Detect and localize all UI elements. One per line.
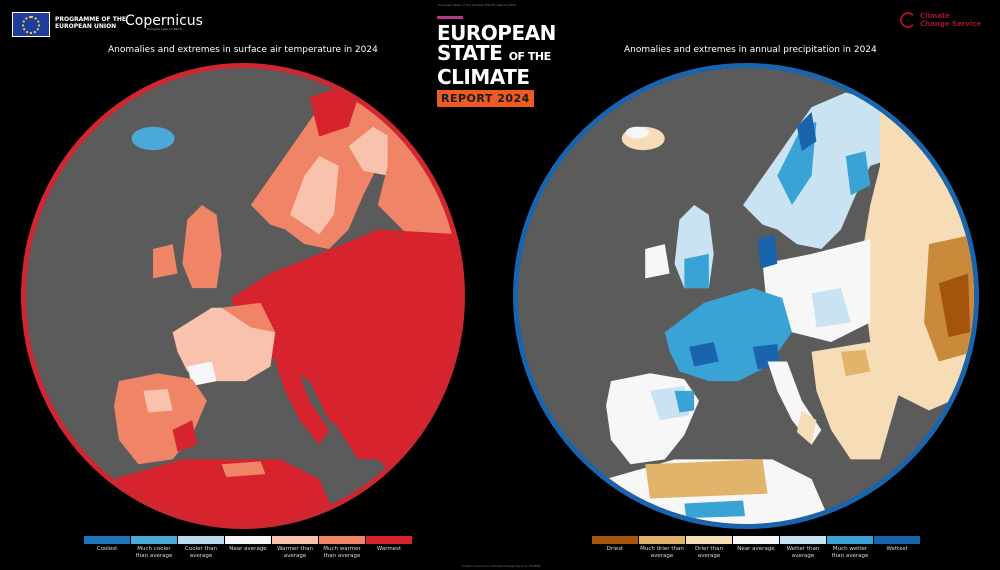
legend-item-wettest: Wettest bbox=[874, 536, 920, 560]
legend-item-near-average: Near average bbox=[225, 536, 271, 560]
precipitation-legend: Driest Much drier than average Drier tha… bbox=[592, 536, 921, 560]
legend-swatch bbox=[131, 536, 177, 544]
legend-label: Much cooler than average bbox=[135, 546, 173, 559]
legend-item-driest: Driest bbox=[592, 536, 638, 560]
legend-item-near-average: Near average bbox=[733, 536, 779, 560]
legend-label: Driest bbox=[606, 546, 624, 552]
title-line3: CLIMATE bbox=[437, 65, 530, 89]
legend-item-warmer: Warmer than average bbox=[272, 536, 318, 560]
eu-programme-label: PROGRAMME OF THE EUROPEAN UNION bbox=[55, 16, 126, 30]
copernicus-tagline: Europe's eyes on Earth bbox=[147, 27, 182, 31]
legend-swatch bbox=[366, 536, 412, 544]
legend-item-much-warmer: Much warmer than average bbox=[319, 536, 365, 560]
legend-swatch bbox=[319, 536, 365, 544]
temperature-legend: Coolest Much cooler than average Cooler … bbox=[84, 536, 413, 560]
legend-label: Warmer than average bbox=[277, 546, 313, 559]
legend-item-much-cooler: Much cooler than average bbox=[131, 536, 177, 560]
legend-label: Wettest bbox=[886, 546, 908, 552]
eu-flag-logo bbox=[12, 12, 50, 37]
legend-item-much-wetter: Much wetter than average bbox=[827, 536, 873, 560]
legend-label: Coolest bbox=[96, 546, 118, 552]
c3s-ring-icon bbox=[900, 12, 916, 28]
precipitation-map-title: Anomalies and extremes in annual precipi… bbox=[624, 45, 877, 55]
legend-swatch bbox=[780, 536, 826, 544]
legend-swatch bbox=[225, 536, 271, 544]
c3s-line1: Climate bbox=[920, 12, 951, 20]
title-accent-bar bbox=[437, 16, 463, 19]
legend-item-wetter: Wetter than average bbox=[780, 536, 826, 560]
legend-label: Drier than average bbox=[695, 546, 723, 559]
legend-label: Warmest bbox=[376, 546, 402, 552]
legend-label: Much warmer than average bbox=[323, 546, 361, 559]
eu-stars-icon bbox=[22, 16, 40, 34]
legend-swatch bbox=[178, 536, 224, 544]
temperature-map bbox=[21, 63, 465, 529]
legend-swatch bbox=[272, 536, 318, 544]
legend-label: Wetter than average bbox=[786, 546, 820, 559]
legend-swatch bbox=[592, 536, 638, 544]
temperature-map-title: Anomalies and extremes in surface air te… bbox=[108, 45, 378, 55]
title-line1: EUROPEAN bbox=[437, 21, 556, 45]
legend-swatch bbox=[733, 536, 779, 544]
legend-swatch bbox=[874, 536, 920, 544]
c3s-line2: Change Service bbox=[920, 20, 982, 28]
footer-credit: Credit: Copernicus Climate Change Servic… bbox=[462, 564, 541, 568]
title-line2-small: OF THE bbox=[508, 50, 551, 63]
copernicus-label: Copernicus bbox=[125, 13, 203, 29]
legend-item-cooler: Cooler than average bbox=[178, 536, 224, 560]
legend-label: Near average bbox=[229, 546, 267, 552]
legend-item-drier: Drier than average bbox=[686, 536, 732, 560]
precipitation-map-graphic bbox=[576, 92, 974, 524]
climate-change-service-logo: Climate Change Service bbox=[900, 12, 981, 28]
title-line2: STATE OF THE bbox=[437, 43, 567, 67]
precipitation-map bbox=[513, 63, 979, 529]
report-badge: REPORT 2024 bbox=[437, 90, 534, 107]
legend-item-much-drier: Much drier than average bbox=[639, 536, 685, 560]
copernicus-logo: Copernicus Europe's eyes on Earth bbox=[125, 13, 203, 31]
legend-item-coolest: Coolest bbox=[84, 536, 130, 560]
eu-programme-line1: PROGRAMME OF THE bbox=[55, 16, 126, 23]
legend-label: Near average bbox=[737, 546, 775, 552]
temperature-map-graphic bbox=[84, 87, 460, 524]
legend-swatch bbox=[84, 536, 130, 544]
report-title: EUROPEAN STATE OF THE CLIMATE REPORT 202… bbox=[437, 16, 567, 107]
legend-swatch bbox=[639, 536, 685, 544]
legend-label: Much drier than average bbox=[640, 546, 684, 559]
title-line2-main: STATE bbox=[437, 41, 503, 65]
legend-label: Cooler than average bbox=[185, 546, 217, 559]
eu-programme-line2: EUROPEAN UNION bbox=[55, 23, 117, 30]
top-caption: European State of the Climate (ESOTC) Re… bbox=[438, 3, 517, 7]
legend-swatch bbox=[827, 536, 873, 544]
legend-swatch bbox=[686, 536, 732, 544]
legend-label: Much wetter than average bbox=[831, 546, 869, 559]
legend-item-warmest: Warmest bbox=[366, 536, 412, 560]
